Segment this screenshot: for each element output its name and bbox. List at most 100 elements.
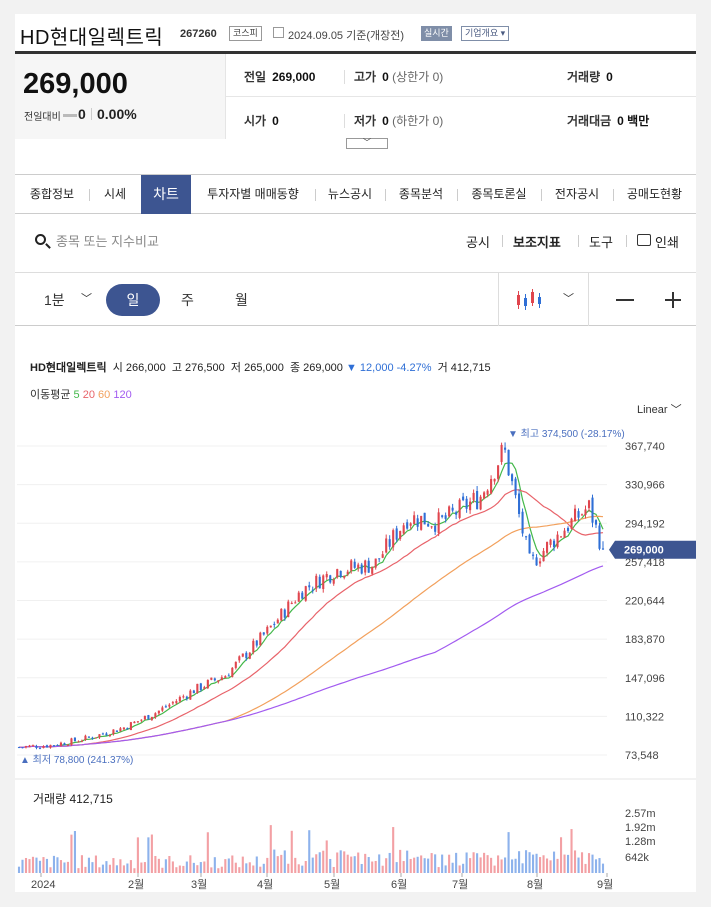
period-day-button[interactable]: 일	[106, 284, 160, 316]
volume-bar	[266, 857, 269, 873]
tab-quotes[interactable]: 시세	[103, 187, 127, 201]
volume-bar	[304, 860, 307, 873]
candle-body	[52, 745, 56, 747]
ma-legend[interactable]: 이동평균 5 20 60 120	[30, 386, 132, 402]
tab-investor-trading[interactable]: 투자자별 매매동향	[207, 187, 299, 201]
x-tick-label: 3월	[191, 878, 207, 891]
volume-bar	[73, 831, 77, 873]
candle-body	[304, 586, 307, 601]
y-tick-label: 257,418	[625, 557, 665, 569]
volume-bar	[378, 854, 381, 873]
volume-bar	[518, 851, 521, 873]
candle-body	[360, 564, 363, 574]
divider	[457, 189, 458, 201]
volume-bar	[38, 860, 42, 873]
volume-bar	[528, 852, 531, 873]
candle-body	[308, 585, 311, 588]
volume-bar	[101, 864, 104, 873]
tab-short-selling[interactable]: 공매도현황	[626, 187, 683, 201]
candle-body	[280, 608, 283, 621]
stock-name: HD현대일렉트릭	[20, 27, 164, 49]
candle-body	[339, 570, 342, 577]
tab-analysis[interactable]: 종목분석	[398, 187, 444, 201]
volume-bar	[168, 856, 171, 873]
volume-bar	[493, 865, 496, 873]
legend-volume: 412,715	[450, 362, 491, 374]
volume-bar	[441, 854, 444, 873]
divider	[613, 189, 614, 201]
stat-label: 고가	[354, 70, 377, 84]
realtime-button[interactable]: 실시간	[421, 26, 452, 41]
volume-tick-label: 642k	[625, 852, 649, 864]
chevron-down-icon[interactable]: ﹀	[563, 293, 574, 305]
volume-bar	[224, 859, 227, 873]
divider	[91, 108, 92, 120]
candle-body	[73, 737, 77, 741]
search-icon[interactable]	[35, 234, 46, 245]
market-badge: 코스피	[229, 26, 262, 41]
tab-summary[interactable]: 종합정보	[29, 187, 75, 201]
zoom-out-icon[interactable]	[616, 299, 634, 301]
chart-legend: HD현대일렉트릭 시 266,000 고 276,500 저 265,000 종…	[30, 359, 491, 375]
volume-bar	[486, 855, 489, 873]
divider	[578, 235, 579, 247]
volume-bar	[126, 863, 129, 873]
divider	[502, 235, 503, 247]
disclosure-button[interactable]: 공시	[466, 235, 490, 250]
candle-body	[563, 530, 566, 538]
volume-bar	[346, 854, 349, 873]
zoom-in-icon[interactable]	[672, 292, 674, 308]
x-tick-label: 2024	[31, 879, 55, 891]
volume-bar	[336, 852, 339, 873]
period-week-button[interactable]: 주	[181, 292, 194, 308]
candle-body	[147, 715, 150, 720]
period-bar: 1분 ﹀ 일 주 월 ﹀	[15, 272, 696, 326]
candlestick-type-icon[interactable]	[515, 289, 543, 311]
candle-body	[122, 727, 125, 730]
candle-body	[462, 496, 465, 501]
divider	[344, 70, 345, 84]
period-month-button[interactable]: 월	[235, 292, 248, 308]
chevron-down-icon[interactable]: ﹀	[81, 293, 92, 305]
search-input[interactable]	[56, 230, 356, 252]
tab-discussion[interactable]: 종목토론실	[471, 187, 527, 201]
volume-bar	[350, 856, 353, 873]
period-minute-select[interactable]: 1분	[44, 292, 65, 308]
tab-disclosure[interactable]: 전자공시	[554, 187, 600, 201]
volume-bar	[189, 855, 192, 873]
volume-bar	[262, 863, 265, 873]
company-info-label: 기업개요	[465, 28, 499, 38]
scale-select[interactable]: Linear ﹀	[637, 404, 682, 416]
candle-body	[423, 512, 426, 525]
candle-body	[584, 509, 587, 515]
candle-body	[287, 601, 290, 618]
divider	[385, 189, 386, 201]
candle-body	[31, 745, 35, 747]
candle-body	[238, 656, 241, 661]
candle-body	[220, 677, 223, 681]
candle-body	[587, 500, 591, 509]
change-percent: 0.00%	[97, 106, 137, 122]
price-chart[interactable]: 367,740 330,966 294,192 257,418 220,644 183,8…	[15, 327, 696, 892]
volume-bar	[462, 863, 465, 873]
expand-toggle-button[interactable]: ﹀	[346, 138, 388, 149]
volume-bar	[490, 857, 493, 873]
indicator-button[interactable]: 보조지표	[513, 235, 561, 250]
tools-button[interactable]: 도구	[589, 235, 613, 250]
tab-chart[interactable]: 차트	[141, 175, 191, 214]
candle-body	[28, 745, 31, 747]
volume-bar	[420, 855, 423, 873]
print-button[interactable]: 인쇄	[655, 235, 679, 250]
volume-bar	[269, 825, 272, 873]
tab-news[interactable]: 뉴스공시	[327, 187, 373, 201]
volume-bar	[563, 854, 566, 873]
y-tick-label: 220,644	[625, 596, 665, 608]
volume-bar	[31, 856, 35, 873]
legend-label: 거	[437, 362, 448, 374]
divider	[89, 189, 90, 201]
company-info-dropdown[interactable]: 기업개요 ▾	[461, 26, 510, 41]
volume-bar	[339, 850, 342, 873]
volume-bar	[584, 863, 587, 873]
volume-bar	[371, 861, 374, 873]
print-icon[interactable]	[637, 234, 651, 246]
